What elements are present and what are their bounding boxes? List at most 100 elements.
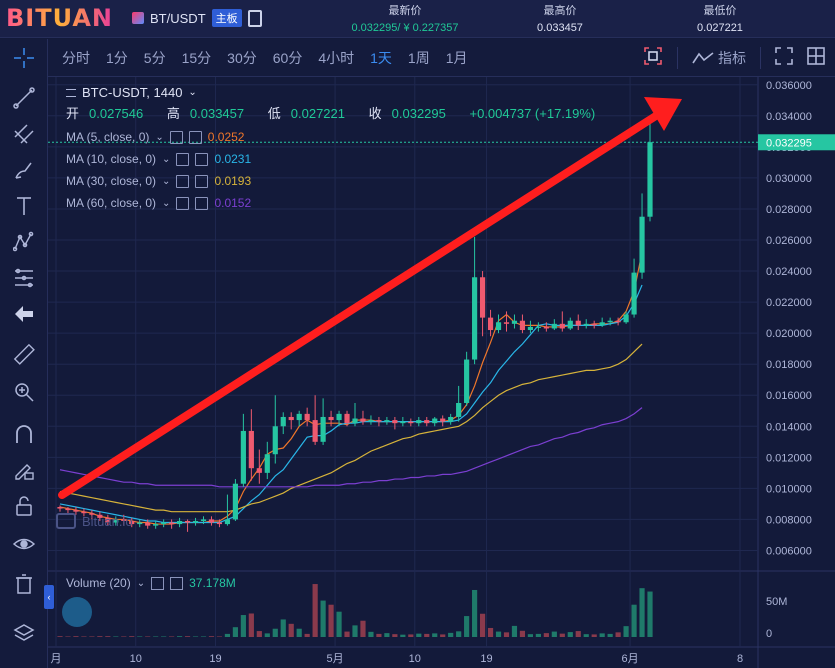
brush-icon[interactable] <box>12 159 36 181</box>
trend-line-icon[interactable] <box>12 87 36 109</box>
candle-body <box>169 522 175 525</box>
volume-bar <box>519 630 526 637</box>
volume-bar <box>57 636 63 637</box>
price-tick-label: 0.018000 <box>766 359 812 371</box>
close-icon[interactable] <box>195 196 209 210</box>
chevron-down-icon[interactable]: ⌄ <box>162 175 171 187</box>
eye-icon[interactable] <box>176 152 190 166</box>
time-tick-label: 6月 <box>622 653 639 665</box>
ma-row: MA (5, close, 0) ⌄ 0.0252 <box>66 130 605 144</box>
volume-bar <box>384 633 390 637</box>
candle-body <box>448 416 454 422</box>
ma-label[interactable]: MA (30, close, 0) <box>66 174 157 188</box>
volume-bar <box>89 636 95 637</box>
candle-body <box>519 320 526 331</box>
pencil-lock-icon[interactable] <box>12 459 36 481</box>
chart-area[interactable]: 0.0360000.0340000.0320000.0300000.028000… <box>44 77 835 668</box>
collapse-tab[interactable]: ‹ <box>44 585 54 609</box>
close-icon[interactable] <box>195 174 209 188</box>
magnet-icon[interactable] <box>12 423 36 445</box>
ma-label[interactable]: MA (60, close, 0) <box>66 196 157 210</box>
volume-bar <box>73 636 79 637</box>
back-arrow-icon[interactable] <box>12 303 36 325</box>
eye-icon[interactable] <box>176 174 190 188</box>
timeframe-tab[interactable]: 分时 <box>62 49 90 66</box>
indicator-button[interactable]: 指标 <box>692 48 746 68</box>
ruler-icon[interactable] <box>12 343 36 365</box>
symbol-label[interactable]: BTC-USDT, 1440 <box>82 85 183 100</box>
ma-label[interactable]: MA (5, close, 0) <box>66 130 150 144</box>
screenshot-icon[interactable] <box>643 46 663 71</box>
volume-bar <box>408 634 414 637</box>
chevron-down-icon[interactable]: ⌄ <box>136 577 146 589</box>
volume-bar <box>256 631 262 637</box>
divider <box>677 47 678 69</box>
timeframe-tab[interactable]: 1分 <box>106 49 128 66</box>
candle-body <box>208 519 215 523</box>
volume-label[interactable]: Volume (20) <box>66 576 131 590</box>
candle-body <box>272 426 278 455</box>
timeframe-tab[interactable]: 1月 <box>445 49 468 66</box>
volume-bar <box>328 604 334 637</box>
document-icon[interactable] <box>247 9 262 27</box>
fullscreen-icon[interactable] <box>775 46 793 70</box>
volume-bar <box>591 634 597 637</box>
time-tick-label: 19 <box>209 653 221 665</box>
volume-bar <box>304 633 310 637</box>
pair-selector[interactable]: BT / USDT 主板 <box>132 9 262 27</box>
high-label: 高 <box>166 106 180 121</box>
candlestick-chart[interactable]: 0.0360000.0340000.0320000.0300000.028000… <box>48 77 835 668</box>
volume-bar <box>336 611 342 637</box>
channel-tool-icon[interactable] <box>12 123 36 145</box>
chevron-down-icon[interactable]: ⌄ <box>162 153 171 165</box>
candle-body <box>352 418 358 424</box>
fibonacci-icon[interactable] <box>12 267 36 289</box>
stat-label: 最新价 <box>388 5 422 17</box>
timeframe-tab[interactable]: 60分 <box>272 49 303 66</box>
timeframe-tab[interactable]: 15分 <box>181 49 212 66</box>
settings-grid-icon[interactable] <box>807 46 825 70</box>
close-icon[interactable] <box>170 576 184 590</box>
volume-bar <box>400 634 406 637</box>
timeframe-tab[interactable]: 1天 <box>370 49 392 66</box>
close-icon[interactable] <box>195 152 209 166</box>
trash-icon[interactable] <box>12 573 36 595</box>
eye-icon[interactable] <box>151 576 165 590</box>
eye-icon[interactable] <box>12 533 36 555</box>
layers-icon[interactable] <box>12 623 36 645</box>
timeframe-tab[interactable]: 1周 <box>407 49 430 66</box>
stat-value: 0.027221 <box>697 22 743 34</box>
text-tool-icon[interactable] <box>12 195 36 217</box>
volume-bar <box>639 588 645 637</box>
volume-bar <box>280 619 286 637</box>
candle-body <box>344 413 350 424</box>
chevron-down-icon[interactable]: ⌄ <box>188 87 197 98</box>
current-price-tag <box>758 134 835 151</box>
eye-icon[interactable] <box>176 196 190 210</box>
timeframe-tab[interactable]: 4小时 <box>318 49 355 66</box>
timeframe-tab[interactable]: 30分 <box>227 49 257 66</box>
chevron-down-icon[interactable]: ⌄ <box>155 131 164 143</box>
ma-label[interactable]: MA (10, close, 0) <box>66 152 157 166</box>
candle-body <box>456 403 462 417</box>
crosshair-icon[interactable] <box>12 47 36 69</box>
lock-icon[interactable] <box>12 495 36 517</box>
chevron-down-icon[interactable]: ⌄ <box>162 197 171 209</box>
candle-body <box>583 323 589 326</box>
close-label: 收 <box>368 106 382 121</box>
volume-bar <box>97 636 103 637</box>
candle-body <box>320 416 326 442</box>
close-icon[interactable] <box>188 130 202 144</box>
pattern-tool-icon[interactable] <box>12 231 36 253</box>
zoom-in-icon[interactable] <box>12 381 36 403</box>
price-tick-label: 0.014000 <box>766 421 812 433</box>
annotation-arrow-head <box>644 97 682 131</box>
timeframe-tab[interactable]: 5分 <box>143 49 166 66</box>
bituan-logo[interactable]: BITUAN <box>6 4 114 32</box>
collapse-icon[interactable] <box>66 88 76 97</box>
volume-bar <box>288 623 294 637</box>
eye-icon[interactable] <box>169 130 183 144</box>
bituan-badge-icon[interactable] <box>62 597 92 627</box>
candle-body <box>647 142 653 217</box>
candle-body <box>416 420 422 424</box>
